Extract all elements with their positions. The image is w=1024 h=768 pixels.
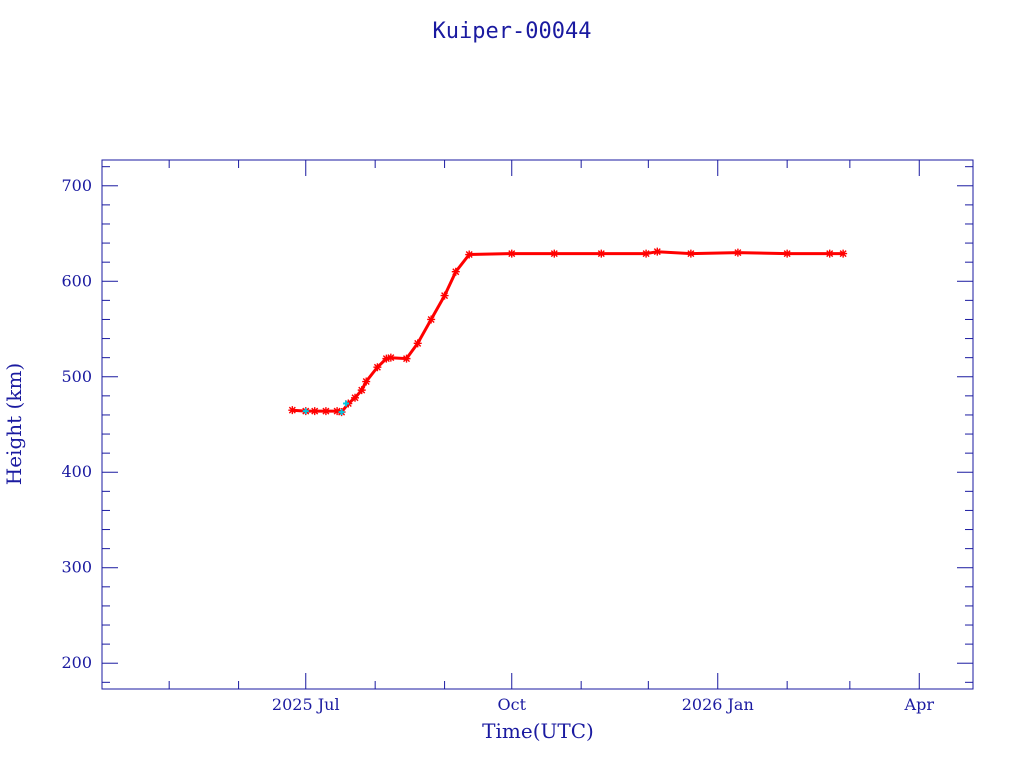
- x-tick-labels: 2025 Jul Oct 2026 Jan Apr: [272, 695, 934, 714]
- data-point: [333, 407, 342, 416]
- data-point: [402, 354, 411, 363]
- data-point: [288, 406, 297, 415]
- data-point: [413, 339, 422, 348]
- data-series: [288, 247, 848, 417]
- data-point: [783, 249, 792, 258]
- highlight-point: [338, 409, 345, 416]
- data-point: [357, 386, 366, 395]
- y-tick-label: 500: [61, 367, 92, 386]
- plot-frame: [101, 159, 974, 690]
- data-point: [686, 249, 695, 258]
- height-trace: [292, 250, 844, 414]
- x-axis-label: Time(UTC): [482, 719, 594, 743]
- data-point: [507, 249, 516, 258]
- data-point: [642, 249, 651, 258]
- data-point: [386, 353, 395, 362]
- y-tick-labels: 200 300 400 500 600 700: [61, 176, 92, 672]
- axis-ticks: [102, 160, 973, 689]
- y-tick-label: 400: [61, 462, 92, 481]
- data-point: [825, 249, 834, 258]
- y-tick-label: 600: [61, 271, 92, 290]
- y-tick-label: 200: [61, 653, 92, 672]
- data-point: [733, 248, 742, 257]
- x-tick-label: Oct: [497, 695, 526, 714]
- data-point: [373, 363, 382, 372]
- x-tick-label: 2025 Jul: [272, 695, 340, 714]
- data-point: [550, 249, 559, 258]
- x-tick-label: Apr: [904, 695, 935, 714]
- y-tick-label: 300: [61, 558, 92, 577]
- data-point: [321, 407, 330, 416]
- highlight-point: [302, 408, 309, 415]
- data-point: [597, 249, 606, 258]
- data-point: [362, 377, 371, 386]
- data-point: [440, 291, 449, 300]
- data-point: [351, 393, 360, 402]
- data-point: [653, 247, 662, 256]
- chart-title: Kuiper-00044: [433, 19, 592, 44]
- data-point: [839, 249, 848, 258]
- y-axis-label: Height (km): [2, 363, 26, 485]
- data-point: [451, 267, 460, 276]
- x-tick-label: 2026 Jan: [682, 695, 754, 714]
- data-point: [310, 407, 319, 416]
- highlight-point: [343, 400, 350, 407]
- data-point: [382, 354, 391, 363]
- y-tick-label: 700: [61, 176, 92, 195]
- data-point: [465, 250, 474, 259]
- data-point: [427, 315, 436, 324]
